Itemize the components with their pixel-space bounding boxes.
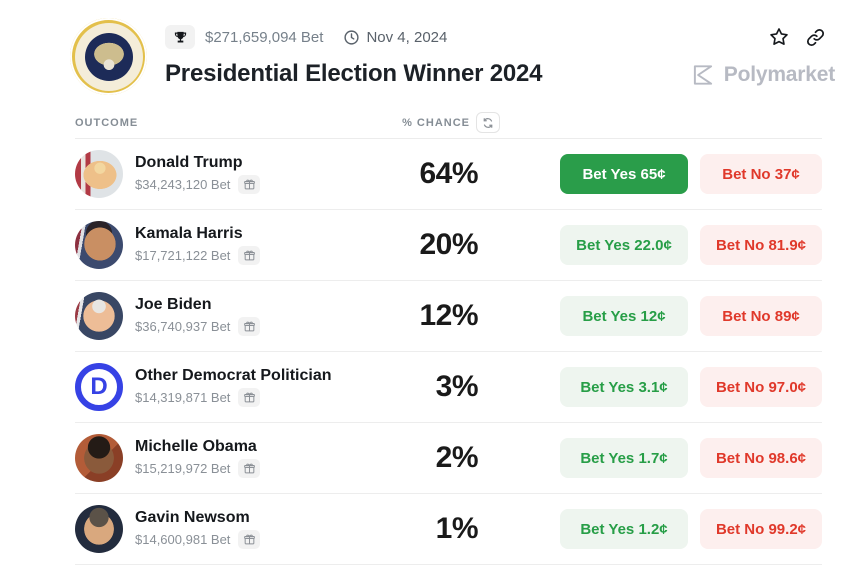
- chance-percent: 2%: [435, 441, 479, 474]
- page-title: Presidential Election Winner 2024: [165, 60, 543, 87]
- candidate-bet-volume: $17,721,122 Bet: [135, 248, 231, 263]
- clock-icon: [344, 29, 360, 45]
- candidate-subline: $14,319,871 Bet: [135, 388, 332, 407]
- gift-icon[interactable]: [238, 317, 261, 336]
- gift-icon[interactable]: [238, 530, 261, 549]
- table-row: Gavin Newsom $14,600,981 Bet 1% Bet Yes …: [75, 494, 822, 565]
- seal-ring: [74, 22, 143, 91]
- trophy-icon[interactable]: [165, 25, 195, 49]
- header-main: $271,659,094 Bet Nov 4, 2024 Presidentia…: [165, 18, 543, 95]
- candidate-bet-volume: $15,219,972 Bet: [135, 461, 231, 476]
- total-bet-volume: $271,659,094 Bet: [205, 28, 324, 46]
- outcome-cell: Kamala Harris $17,721,122 Bet: [75, 221, 358, 269]
- chance-percent: 64%: [419, 157, 478, 190]
- gift-icon[interactable]: [238, 246, 261, 265]
- outcome-cell: Donald Trump $34,243,120 Bet: [75, 150, 358, 198]
- candidate-avatar: [75, 505, 123, 553]
- candidate-avatar: [75, 150, 123, 198]
- candidate-avatar: [75, 434, 123, 482]
- candidate-subline: $15,219,972 Bet: [135, 459, 261, 478]
- candidate-name: Joe Biden: [135, 296, 212, 313]
- chance-column-header: % CHANCE: [402, 112, 500, 133]
- candidate-subline: $17,721,122 Bet: [135, 246, 261, 265]
- outcome-cell: D Other Democrat Politician $14,319,871 …: [75, 363, 358, 411]
- bet-no-button[interactable]: Bet No 81.9¢: [700, 225, 822, 265]
- candidate-text: Kamala Harris $17,721,122 Bet: [135, 225, 261, 265]
- bet-yes-button[interactable]: Bet Yes 65¢: [560, 154, 688, 194]
- market-meta: $271,659,094 Bet Nov 4, 2024: [165, 24, 542, 50]
- link-icon[interactable]: [804, 26, 826, 48]
- bet-no-button[interactable]: Bet No 98.6¢: [700, 438, 822, 478]
- chance-percent: 20%: [419, 228, 478, 261]
- candidate-avatar: D: [75, 363, 123, 411]
- outcome-cell: Gavin Newsom $14,600,981 Bet: [75, 505, 358, 553]
- candidate-avatar: [75, 292, 123, 340]
- market-table-body: Donald Trump $34,243,120 Bet 64% Bet Yes…: [75, 139, 822, 565]
- candidate-text: Donald Trump $34,243,120 Bet: [135, 154, 261, 194]
- candidate-bet-volume: $34,243,120 Bet: [135, 177, 231, 192]
- candidate-name: Gavin Newsom: [135, 509, 250, 526]
- table-row: Joe Biden $36,740,937 Bet 12% Bet Yes 12…: [75, 281, 822, 352]
- gift-icon[interactable]: [238, 459, 261, 478]
- gift-icon[interactable]: [238, 175, 261, 194]
- candidate-subline: $34,243,120 Bet: [135, 175, 261, 194]
- bet-no-button[interactable]: Bet No 89¢: [700, 296, 822, 336]
- candidate-name: Michelle Obama: [135, 438, 257, 455]
- chance-percent: 3%: [435, 370, 479, 403]
- avatar-letter: D: [90, 373, 108, 400]
- outcome-column-header: OUTCOME: [75, 116, 139, 129]
- bet-yes-button[interactable]: Bet Yes 22.0¢: [560, 225, 688, 265]
- polymarket-brand: Polymarket: [690, 62, 835, 88]
- bet-no-button[interactable]: Bet No 99.2¢: [700, 509, 822, 549]
- presidential-seal-image: [70, 18, 147, 95]
- market-date-group: Nov 4, 2024: [343, 29, 447, 46]
- brand-wordmark: Polymarket: [723, 63, 835, 86]
- gift-icon[interactable]: [238, 388, 261, 407]
- candidate-name: Kamala Harris: [135, 225, 243, 242]
- candidate-text: Michelle Obama $15,219,972 Bet: [135, 438, 261, 478]
- polymarket-logo: [693, 65, 712, 85]
- chance-percent: 1%: [435, 512, 479, 545]
- candidate-bet-volume: $36,740,937 Bet: [135, 319, 231, 334]
- candidate-text: Joe Biden $36,740,937 Bet: [135, 296, 261, 336]
- bet-yes-button[interactable]: Bet Yes 12¢: [560, 296, 688, 336]
- table-row: D Other Democrat Politician $14,319,871 …: [75, 352, 822, 423]
- candidate-avatar: [75, 221, 123, 269]
- refresh-icon[interactable]: [476, 112, 500, 133]
- table-row: Donald Trump $34,243,120 Bet 64% Bet Yes…: [75, 139, 822, 210]
- market-table: OUTCOME % CHANCE Donald Trump $34,243,12: [75, 112, 822, 565]
- table-row: Kamala Harris $17,721,122 Bet 20% Bet Ye…: [75, 210, 822, 281]
- bet-yes-button[interactable]: Bet Yes 1.7¢: [560, 438, 688, 478]
- market-header: $271,659,094 Bet Nov 4, 2024 Presidentia…: [0, 0, 850, 95]
- market-end-date: Nov 4, 2024: [366, 28, 448, 46]
- candidate-text: Other Democrat Politician $14,319,871 Be…: [135, 367, 332, 407]
- star-icon[interactable]: [768, 26, 790, 48]
- bet-yes-button[interactable]: Bet Yes 1.2¢: [560, 509, 688, 549]
- candidate-bet-volume: $14,600,981 Bet: [135, 532, 231, 547]
- bet-no-button[interactable]: Bet No 37¢: [700, 154, 822, 194]
- seal-center: [84, 32, 133, 81]
- top-actions: [768, 26, 826, 48]
- bet-yes-button[interactable]: Bet Yes 3.1¢: [560, 367, 688, 407]
- bet-no-button[interactable]: Bet No 97.0¢: [700, 367, 822, 407]
- table-header: OUTCOME % CHANCE: [75, 112, 822, 139]
- table-row: Michelle Obama $15,219,972 Bet 2% Bet Ye…: [75, 423, 822, 494]
- candidate-name: Other Democrat Politician: [135, 367, 332, 384]
- candidate-subline: $14,600,981 Bet: [135, 530, 261, 549]
- outcome-cell: Michelle Obama $15,219,972 Bet: [75, 434, 358, 482]
- chance-percent: 12%: [419, 299, 478, 332]
- outcome-cell: Joe Biden $36,740,937 Bet: [75, 292, 358, 340]
- candidate-name: Donald Trump: [135, 154, 243, 171]
- candidate-subline: $36,740,937 Bet: [135, 317, 261, 336]
- candidate-bet-volume: $14,319,871 Bet: [135, 390, 231, 405]
- candidate-text: Gavin Newsom $14,600,981 Bet: [135, 509, 261, 549]
